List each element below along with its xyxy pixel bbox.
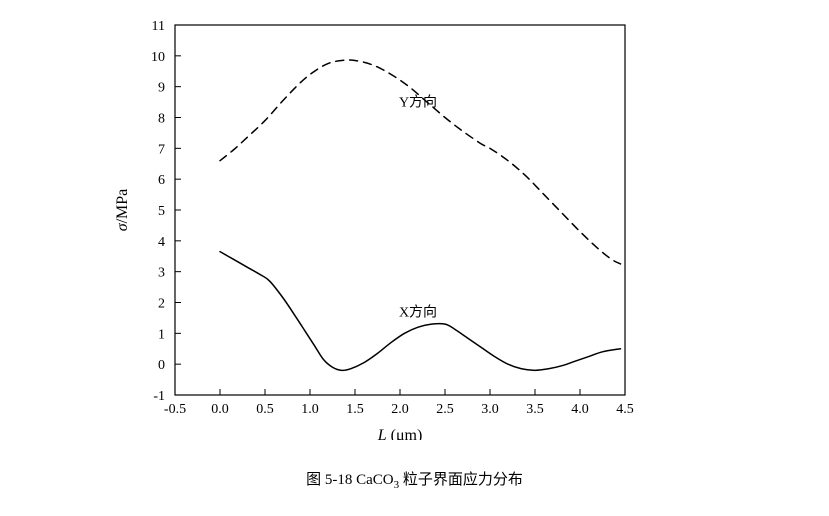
y-tick-label: 11 (152, 19, 165, 34)
x-tick-label: 4.5 (616, 402, 634, 417)
x-tick-label: 1.5 (346, 402, 364, 417)
y-tick-label: 0 (158, 358, 165, 373)
stress-distribution-chart: -0.5 0.0 0.5 1.0 1.5 2.0 2.5 3.0 3.5 4.0 4.5 -1 0 1 2 3… (0, 0, 829, 440)
series-label-X方向: X方向 (399, 304, 437, 320)
y-tick-label: 1 (158, 327, 165, 342)
caption-suffix: 粒子界面应力分布 (399, 472, 523, 488)
y-tick-label: -1 (153, 389, 165, 404)
y-tick-label: 2 (158, 297, 165, 312)
x-tick-label: 0.0 (211, 402, 229, 417)
series-Y方向 (220, 60, 621, 264)
y-tick-label: 3 (158, 266, 165, 281)
series-label-Y方向: Y方向 (399, 95, 437, 111)
y-tick-label: 5 (158, 204, 165, 219)
y-tick-label: 9 (158, 81, 165, 96)
figure-page: { "chart": { "type": "line", "background… (0, 0, 829, 516)
x-axis-label: L (μm) (377, 427, 423, 440)
y-tick-label: 7 (158, 142, 165, 157)
x-tick-label: 3.0 (481, 402, 499, 417)
y-tick-label: 4 (158, 235, 165, 250)
x-tick-label: 1.0 (301, 402, 319, 417)
figure-caption: 图 5-18 CaCO3 粒子界面应力分布 (0, 468, 829, 491)
caption-prefix: 图 5-18 CaCO (306, 472, 394, 488)
x-tick-label: 2.0 (391, 402, 409, 417)
y-axis-label: σ/MPa (114, 189, 131, 232)
x-tick-label: -0.5 (164, 402, 186, 417)
x-tick-label: 4.0 (571, 402, 589, 417)
y-tick-label: 6 (158, 173, 165, 188)
x-tick-label: 2.5 (436, 402, 454, 417)
y-tick-label: 10 (151, 50, 165, 65)
y-tick-label: 8 (158, 112, 165, 127)
plot-frame (175, 25, 625, 395)
x-tick-label: 0.5 (256, 402, 274, 417)
x-tick-label: 3.5 (526, 402, 544, 417)
